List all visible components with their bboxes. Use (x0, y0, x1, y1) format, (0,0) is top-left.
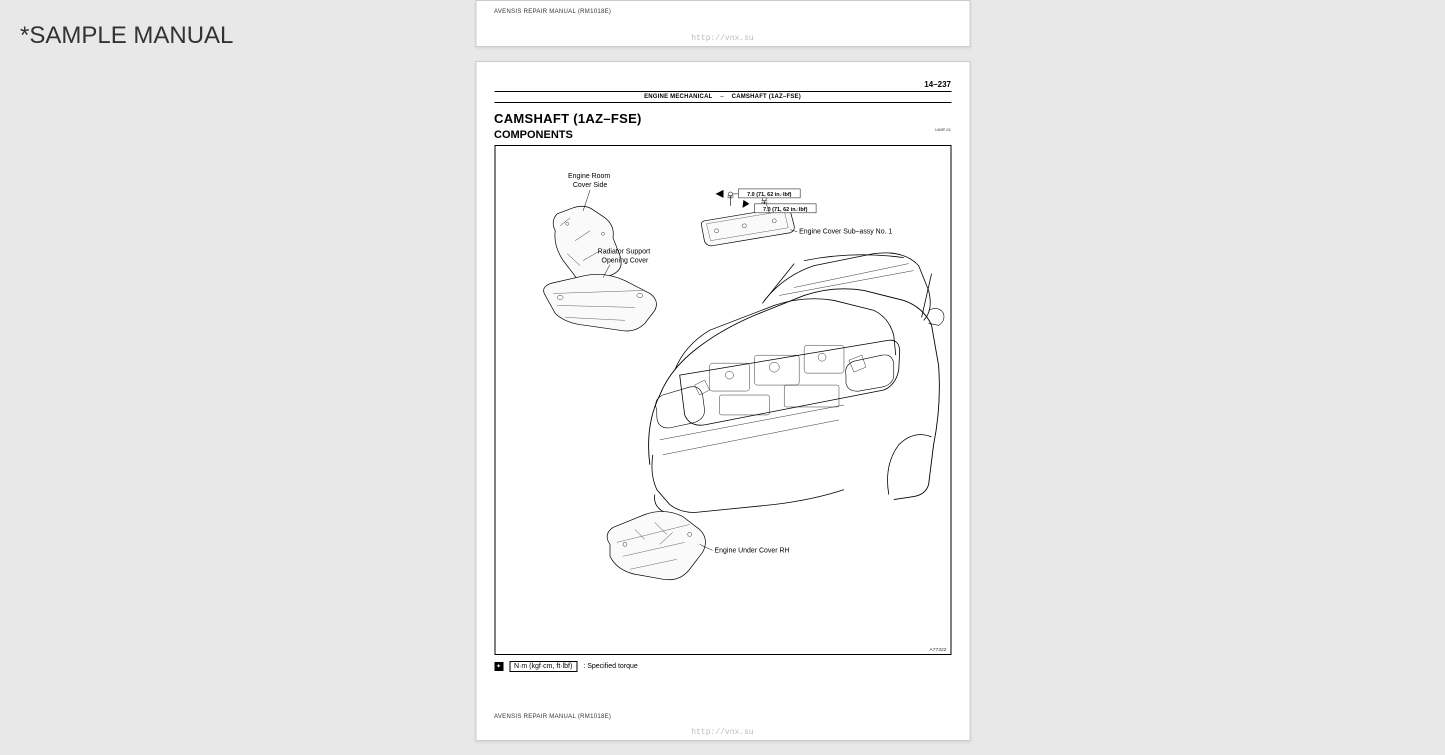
torque-callout-2: 7.0 (71, 62 in.·lbf) (742, 200, 816, 213)
subtitle: COMPONENTS (494, 129, 951, 141)
manual-page: 14–237 ENGINE MECHANICAL – CAMSHAFT (1AZ… (475, 61, 970, 741)
engine-room-cover-part (553, 206, 621, 282)
radiator-support-label: Radiator Support Opening Cover (597, 249, 652, 265)
section-name: CAMSHAFT (1AZ–FSE) (732, 94, 801, 100)
component-diagram: Engine Room Cover Side Radiator Support … (495, 146, 950, 654)
page-title: CAMSHAFT (1AZ–FSE) (494, 111, 951, 126)
torque-icon: ✦ (494, 662, 503, 671)
engine-cover-sub-part (701, 192, 794, 246)
section-separator: – (720, 94, 724, 100)
url-watermark-main: http://vnx.su (691, 728, 753, 737)
radiator-support-cover-part (543, 274, 656, 331)
svg-text:7.0 (71, 62 in.·lbf): 7.0 (71, 62 in.·lbf) (763, 207, 808, 213)
engine-room-label: Engine Room Cover Side (568, 173, 612, 189)
ref-code: 14MP-01 (935, 127, 951, 132)
torque-label: : Specified torque (583, 663, 637, 670)
page-number: 14–237 (494, 80, 951, 89)
engine-under-cover-part (607, 511, 705, 579)
section-category: ENGINE MECHANICAL (644, 94, 712, 100)
manual-footer-text: AVENSIS REPAIR MANUAL (RM1018E) (494, 9, 951, 15)
engine-under-label: Engine Under Cover RH (714, 547, 789, 554)
svg-text:7.0 (71, 62 in.·lbf): 7.0 (71, 62 in.·lbf) (747, 192, 792, 198)
torque-callout-1: 7.0 (71, 62 in.·lbf) (715, 189, 800, 198)
engine-cover-sub-label: Engine Cover Sub–assy No. 1 (799, 229, 892, 236)
previous-page-footer: AVENSIS REPAIR MANUAL (RM1018E) http://v… (475, 0, 970, 47)
manual-footer-main: AVENSIS REPAIR MANUAL (RM1018E) (494, 714, 611, 720)
car-body-outline (648, 253, 943, 513)
torque-unit: N·m (kgf·cm, ft·lbf) (509, 661, 577, 672)
section-header: ENGINE MECHANICAL – CAMSHAFT (1AZ–FSE) (494, 91, 951, 103)
image-ref: A77322 (929, 647, 946, 653)
torque-legend: ✦ N·m (kgf·cm, ft·lbf) : Specified torqu… (494, 661, 951, 672)
sample-watermark: *SAMPLE MANUAL (20, 22, 233, 50)
diagram-frame: Engine Room Cover Side Radiator Support … (494, 145, 951, 655)
pages-container: AVENSIS REPAIR MANUAL (RM1018E) http://v… (475, 0, 970, 755)
url-watermark: http://vnx.su (691, 34, 753, 43)
